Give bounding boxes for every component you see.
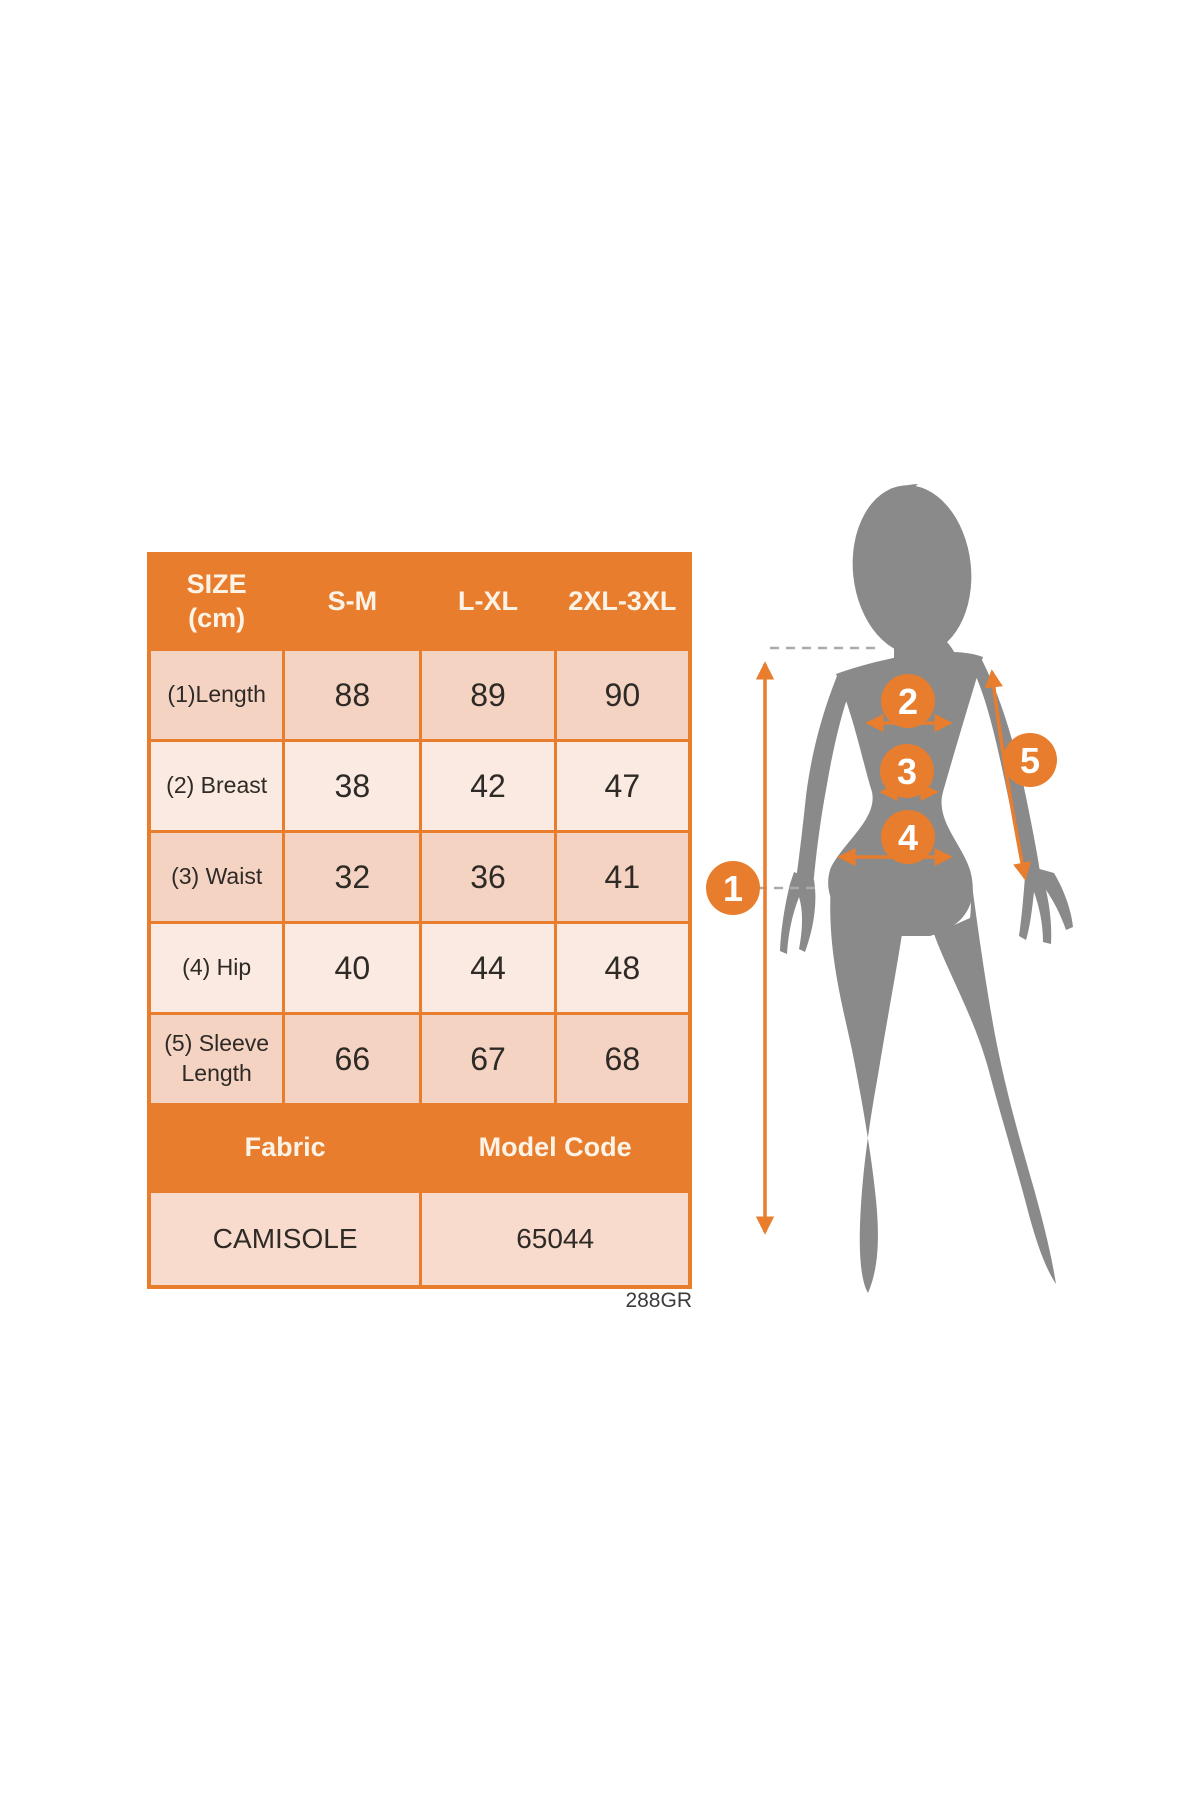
size-table: SIZE (cm) S-M L-XL 2XL-3XL (1)Length 88 … bbox=[147, 552, 692, 1289]
row-breast-lxl: 42 bbox=[422, 742, 554, 830]
measure-badge-breast: 2 bbox=[881, 674, 935, 728]
badge-circle-2 bbox=[881, 674, 935, 728]
model-code-value: 65044 bbox=[422, 1193, 688, 1285]
badge-circle-4 bbox=[881, 810, 935, 864]
row-sleeve-sm: 66 bbox=[285, 1015, 420, 1103]
weight-note: 288GR bbox=[625, 1289, 692, 1312]
measure-badge-sleeve: 5 bbox=[1003, 733, 1057, 787]
row-breast-2xl: 47 bbox=[556, 742, 688, 830]
badge-number-1: 1 bbox=[723, 868, 743, 909]
row-sleeve-2xl: 68 bbox=[556, 1015, 688, 1103]
model-code-header: Model Code bbox=[422, 1106, 688, 1190]
measure-badge-waist: 3 bbox=[880, 744, 934, 798]
header-2xl-3xl: 2XL-3XL bbox=[556, 556, 688, 648]
fabric-header: Fabric bbox=[151, 1106, 420, 1190]
badge-number-5: 5 bbox=[1020, 740, 1040, 781]
female-silhouette-figure bbox=[780, 484, 1073, 1293]
header-s-m: S-M bbox=[285, 556, 420, 648]
row-hip-2xl: 48 bbox=[556, 924, 688, 1012]
row-hip-sm: 40 bbox=[285, 924, 420, 1012]
row-length-sm: 88 bbox=[285, 651, 420, 739]
row-waist-2xl: 41 bbox=[556, 833, 688, 921]
badge-circle-1 bbox=[706, 861, 760, 915]
badge-number-4: 4 bbox=[898, 817, 918, 858]
row-breast-sm: 38 bbox=[285, 742, 420, 830]
header-size-cm: SIZE (cm) bbox=[151, 556, 283, 648]
measurement-diagram: 1 2 3 4 5 bbox=[706, 484, 1073, 1293]
row-length-2xl: 90 bbox=[556, 651, 688, 739]
row-sleeve-lxl: 67 bbox=[422, 1015, 554, 1103]
row-sleeve-label: (5) Sleeve Length bbox=[151, 1015, 283, 1103]
header-l-xl: L-XL bbox=[422, 556, 554, 648]
row-waist-lxl: 36 bbox=[422, 833, 554, 921]
measure-badge-hip: 4 bbox=[881, 810, 935, 864]
row-waist-label: (3) Waist bbox=[151, 833, 283, 921]
measure-badge-length: 1 bbox=[706, 861, 760, 915]
badge-circle-3 bbox=[880, 744, 934, 798]
badge-circle-5 bbox=[1003, 733, 1057, 787]
badge-number-2: 2 bbox=[898, 681, 918, 722]
row-hip-lxl: 44 bbox=[422, 924, 554, 1012]
row-waist-sm: 32 bbox=[285, 833, 420, 921]
row-length-lxl: 89 bbox=[422, 651, 554, 739]
fabric-value: CAMISOLE bbox=[151, 1193, 420, 1285]
badge-number-3: 3 bbox=[897, 751, 917, 792]
row-length-label: (1)Length bbox=[151, 651, 283, 739]
row-breast-label: (2) Breast bbox=[151, 742, 283, 830]
row-hip-label: (4) Hip bbox=[151, 924, 283, 1012]
